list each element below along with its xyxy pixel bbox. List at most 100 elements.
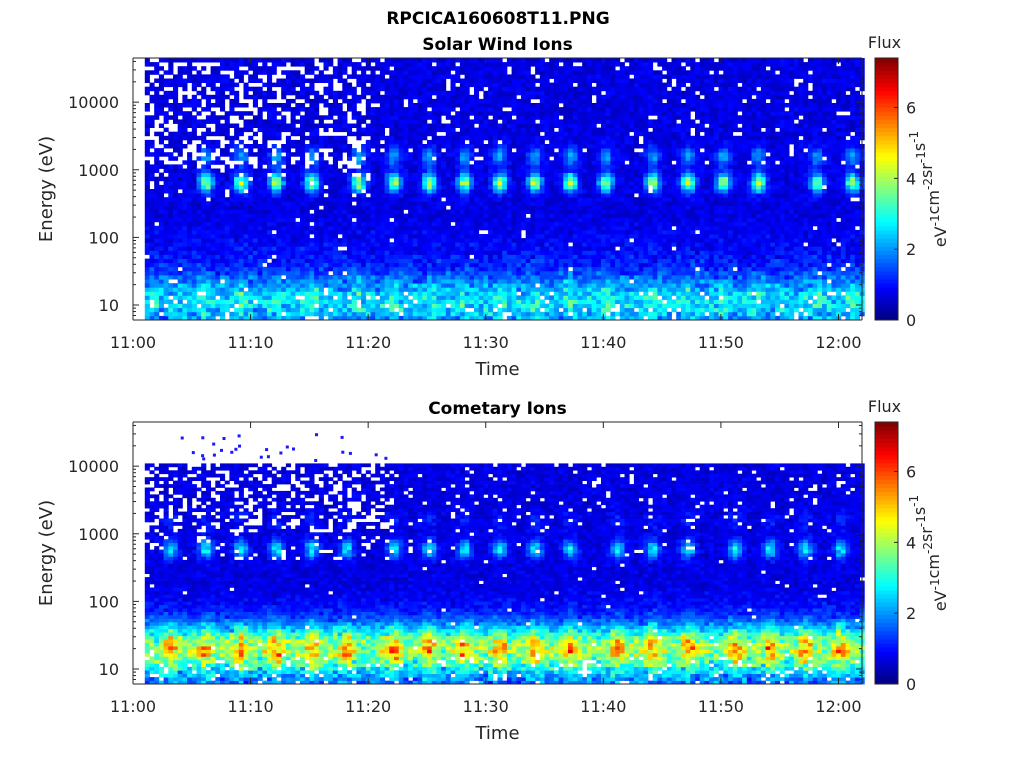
heatmap-cell: [408, 258, 414, 264]
heatmap-cell: [337, 307, 343, 313]
heatmap-cell: [173, 131, 179, 137]
heatmap-cell: [168, 139, 174, 145]
heatmap-cell: [215, 70, 221, 75]
heatmap-cell: [464, 291, 470, 296]
heatmap-cell: [201, 66, 207, 71]
heatmap-cell: [370, 86, 376, 92]
heatmap-cell: [201, 311, 207, 317]
heatmap-cell: [450, 213, 456, 219]
heatmap-cell: [215, 78, 221, 83]
heatmap-cell: [243, 295, 249, 300]
heatmap-cell: [422, 119, 428, 124]
heatmap-cell: [248, 242, 254, 247]
heatmap-cell: [347, 201, 353, 206]
heatmap-cell: [149, 254, 155, 259]
heatmap-cell: [163, 111, 169, 116]
heatmap-cell: [474, 225, 480, 231]
heatmap-cell: [243, 123, 249, 128]
heatmap-cell: [384, 283, 390, 288]
heatmap-cell: [342, 58, 348, 63]
heatmap-cell: [398, 148, 404, 153]
heatmap-cell: [431, 283, 437, 288]
heatmap-cell: [154, 283, 160, 288]
heatmap-cell: [163, 246, 169, 251]
heatmap-cell: [370, 246, 376, 251]
heatmap-cell: [544, 123, 550, 128]
heatmap-cell: [553, 213, 559, 219]
heatmap-cell: [347, 98, 353, 104]
heatmap-cell: [365, 164, 371, 169]
heatmap-cell: [243, 180, 249, 186]
heatmap-cell: [455, 74, 461, 79]
heatmap-cell: [262, 254, 268, 259]
heatmap-cell: [492, 180, 498, 186]
heatmap-cell: [427, 217, 433, 223]
heatmap-cell: [502, 164, 508, 169]
heatmap-cell: [229, 242, 235, 247]
heatmap-cell: [441, 172, 447, 178]
heatmap-cell: [427, 311, 433, 317]
heatmap-cell: [506, 287, 512, 292]
heatmap-cell: [173, 270, 179, 276]
heatmap-cell: [412, 180, 418, 186]
heatmap-cell: [506, 103, 512, 108]
heatmap-cell: [417, 58, 423, 63]
heatmap-cell: [506, 315, 512, 321]
heatmap-cell: [238, 287, 244, 292]
heatmap-cell: [375, 217, 381, 223]
heatmap-cell: [431, 70, 437, 75]
heatmap-cell: [403, 275, 409, 280]
heatmap-cell: [549, 74, 555, 79]
heatmap-cell: [445, 70, 451, 75]
heatmap-cell: [257, 58, 263, 63]
heatmap-cell: [257, 307, 263, 313]
heatmap-cell: [445, 131, 451, 137]
heatmap-cell: [516, 299, 522, 304]
heatmap-cell: [252, 184, 258, 190]
heatmap-cell: [403, 127, 409, 133]
heatmap-cell: [229, 111, 235, 116]
heatmap-cell: [337, 279, 343, 284]
heatmap-cell: [158, 189, 164, 194]
heatmap-cell: [295, 90, 301, 96]
heatmap-cell: [229, 258, 235, 264]
heatmap-cell: [445, 66, 451, 71]
heatmap-cell: [337, 189, 343, 194]
heatmap-cell: [351, 291, 357, 296]
heatmap-cell: [318, 152, 324, 157]
heatmap-cell: [285, 197, 291, 202]
heatmap-cell: [497, 201, 503, 206]
heatmap-cell: [530, 78, 536, 83]
heatmap-cell: [389, 160, 395, 165]
heatmap-cell: [422, 209, 428, 214]
heatmap-cell: [149, 62, 155, 67]
heatmap-cell: [474, 229, 480, 235]
heatmap-cell: [469, 98, 475, 104]
heatmap-cell: [394, 238, 400, 243]
heatmap-cell: [506, 160, 512, 165]
heatmap-cell: [445, 291, 451, 296]
heatmap-cell: [412, 315, 418, 321]
heatmap-cell: [389, 82, 395, 88]
heatmap-cell: [441, 152, 447, 157]
heatmap-cell: [403, 152, 409, 157]
heatmap-cell: [549, 270, 555, 276]
heatmap-cell: [474, 213, 480, 219]
heatmap-cell: [328, 184, 334, 190]
heatmap-cell: [295, 111, 301, 116]
heatmap-cell: [539, 115, 545, 120]
heatmap-cell: [389, 131, 395, 137]
heatmap-cell: [403, 315, 409, 321]
heatmap-cell: [497, 111, 503, 116]
heatmap-cell: [502, 103, 508, 108]
heatmap-cell: [154, 193, 160, 198]
heatmap-cell: [149, 70, 155, 75]
heatmap-cell: [290, 180, 296, 186]
heatmap-cell: [394, 90, 400, 96]
heatmap-cell: [144, 270, 150, 276]
heatmap-cell: [229, 144, 235, 149]
heatmap-cell: [474, 209, 480, 214]
heatmap-cell: [304, 295, 310, 300]
heatmap-cell: [187, 258, 193, 264]
heatmap-cell: [403, 135, 409, 141]
